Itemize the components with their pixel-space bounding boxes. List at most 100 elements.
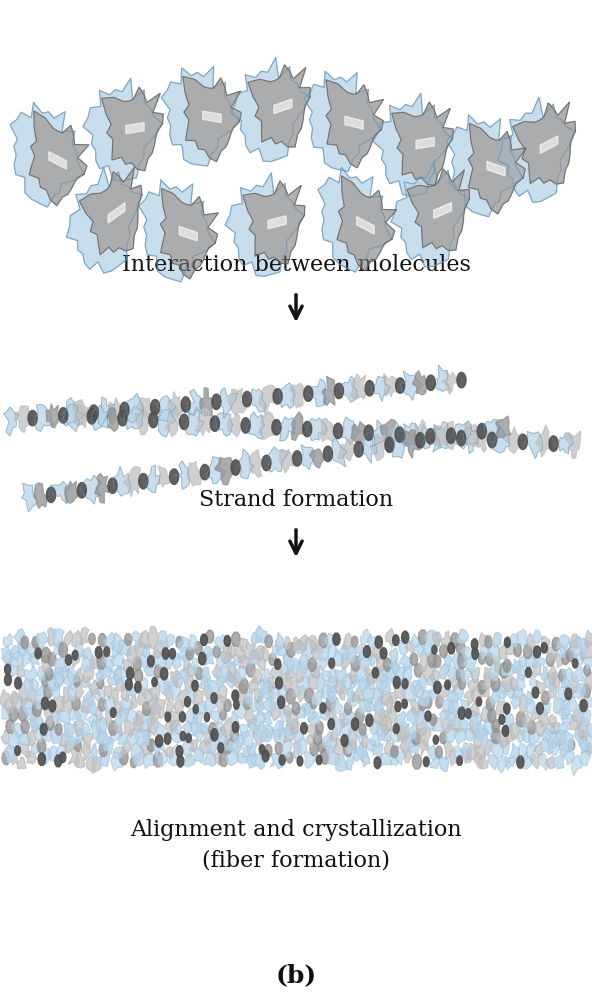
- Polygon shape: [130, 695, 137, 708]
- Polygon shape: [294, 641, 306, 654]
- Polygon shape: [422, 425, 440, 449]
- Polygon shape: [340, 684, 349, 700]
- Polygon shape: [303, 421, 312, 437]
- Polygon shape: [21, 636, 28, 649]
- Polygon shape: [267, 447, 289, 472]
- Polygon shape: [310, 697, 317, 709]
- Polygon shape: [231, 58, 310, 161]
- Polygon shape: [99, 743, 108, 756]
- Polygon shape: [88, 701, 97, 714]
- Polygon shape: [299, 655, 310, 673]
- Polygon shape: [31, 710, 44, 729]
- Polygon shape: [112, 633, 124, 652]
- Polygon shape: [533, 646, 540, 658]
- Polygon shape: [572, 709, 584, 728]
- Polygon shape: [399, 655, 412, 673]
- Polygon shape: [79, 167, 142, 255]
- Polygon shape: [472, 648, 478, 659]
- Polygon shape: [9, 665, 18, 677]
- Polygon shape: [175, 700, 184, 714]
- Polygon shape: [541, 636, 550, 653]
- Polygon shape: [270, 667, 282, 681]
- Polygon shape: [294, 637, 303, 650]
- Polygon shape: [475, 729, 488, 745]
- Polygon shape: [381, 729, 391, 741]
- Polygon shape: [532, 661, 541, 677]
- Polygon shape: [106, 407, 120, 431]
- Polygon shape: [255, 696, 264, 716]
- Polygon shape: [115, 701, 123, 718]
- Polygon shape: [243, 697, 251, 709]
- Polygon shape: [496, 416, 511, 438]
- Polygon shape: [484, 419, 500, 442]
- Polygon shape: [2, 707, 12, 719]
- Polygon shape: [384, 695, 392, 713]
- Polygon shape: [355, 665, 370, 684]
- Polygon shape: [165, 699, 175, 714]
- Polygon shape: [291, 412, 304, 440]
- Polygon shape: [234, 700, 239, 709]
- Polygon shape: [9, 753, 18, 765]
- Polygon shape: [337, 176, 397, 271]
- Polygon shape: [89, 743, 98, 759]
- Polygon shape: [348, 727, 357, 752]
- Polygon shape: [559, 645, 568, 657]
- Polygon shape: [227, 736, 242, 757]
- Polygon shape: [203, 684, 212, 698]
- Polygon shape: [440, 732, 447, 744]
- Polygon shape: [499, 715, 505, 724]
- Polygon shape: [461, 647, 473, 659]
- Polygon shape: [350, 374, 366, 399]
- Polygon shape: [470, 714, 480, 733]
- Polygon shape: [395, 427, 404, 442]
- Polygon shape: [195, 409, 214, 436]
- Polygon shape: [249, 650, 259, 664]
- Polygon shape: [21, 720, 29, 733]
- Polygon shape: [17, 757, 26, 769]
- Polygon shape: [452, 714, 462, 732]
- Polygon shape: [474, 723, 486, 738]
- Polygon shape: [538, 709, 549, 727]
- Polygon shape: [501, 662, 516, 676]
- Polygon shape: [350, 675, 359, 688]
- Polygon shape: [497, 727, 509, 747]
- Polygon shape: [321, 684, 332, 698]
- Polygon shape: [407, 169, 469, 251]
- Polygon shape: [296, 660, 307, 683]
- Polygon shape: [82, 732, 92, 750]
- Polygon shape: [89, 405, 98, 420]
- Polygon shape: [433, 422, 448, 452]
- Polygon shape: [374, 701, 385, 724]
- Polygon shape: [402, 699, 407, 708]
- Polygon shape: [14, 629, 27, 644]
- Polygon shape: [184, 697, 191, 707]
- Polygon shape: [319, 633, 328, 648]
- Polygon shape: [259, 385, 277, 415]
- Polygon shape: [87, 713, 97, 727]
- Polygon shape: [98, 634, 107, 647]
- Polygon shape: [504, 703, 510, 714]
- Polygon shape: [351, 636, 358, 647]
- Polygon shape: [342, 651, 352, 669]
- Polygon shape: [218, 743, 224, 753]
- Polygon shape: [227, 414, 243, 437]
- Polygon shape: [186, 647, 194, 660]
- Polygon shape: [504, 725, 514, 745]
- Polygon shape: [291, 730, 304, 744]
- Polygon shape: [248, 718, 258, 729]
- Polygon shape: [419, 698, 426, 711]
- Polygon shape: [401, 631, 409, 643]
- Polygon shape: [231, 655, 242, 666]
- Polygon shape: [575, 726, 584, 745]
- Polygon shape: [34, 483, 47, 508]
- Polygon shape: [4, 664, 11, 674]
- Polygon shape: [304, 752, 316, 769]
- Polygon shape: [239, 449, 254, 479]
- Polygon shape: [487, 161, 505, 176]
- Polygon shape: [161, 67, 239, 166]
- Polygon shape: [220, 709, 227, 720]
- Polygon shape: [546, 653, 555, 666]
- Polygon shape: [55, 657, 67, 676]
- Polygon shape: [258, 679, 269, 696]
- Polygon shape: [8, 730, 19, 750]
